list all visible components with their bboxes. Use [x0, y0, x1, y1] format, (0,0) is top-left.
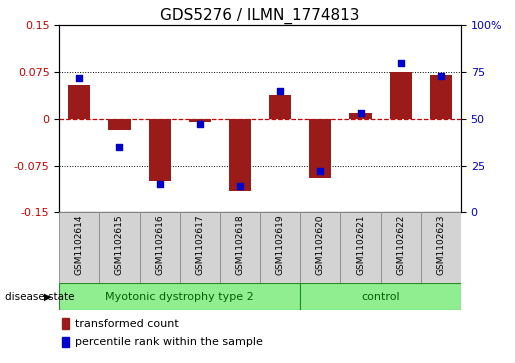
Bar [149, 119, 170, 181]
Text: GSM1102621: GSM1102621 [356, 215, 365, 275]
Bar [300, 212, 340, 283]
Text: Myotonic dystrophy type 2: Myotonic dystrophy type 2 [106, 292, 254, 302]
Point [115, 144, 124, 150]
Text: GSM1102618: GSM1102618 [235, 215, 245, 275]
Bar [300, 283, 461, 310]
Bar [340, 212, 381, 283]
Text: transformed count: transformed count [75, 319, 178, 329]
Bar [381, 212, 421, 283]
Point [437, 73, 445, 79]
Text: GSM1102614: GSM1102614 [75, 215, 84, 275]
Bar [390, 72, 411, 119]
Bar [421, 212, 461, 283]
Point [236, 183, 244, 189]
Bar [220, 212, 260, 283]
Text: ▶: ▶ [44, 292, 52, 302]
Bar [350, 113, 371, 119]
Bar [260, 212, 300, 283]
Point [397, 60, 405, 66]
Bar [68, 85, 90, 119]
Text: GSM1102622: GSM1102622 [396, 215, 405, 275]
Bar [99, 212, 140, 283]
Point [156, 182, 164, 187]
Point [356, 110, 365, 116]
Text: GSM1102616: GSM1102616 [155, 215, 164, 275]
Point [75, 75, 83, 81]
Text: percentile rank within the sample: percentile rank within the sample [75, 337, 263, 347]
Point [276, 88, 284, 94]
Point [196, 122, 204, 127]
Bar [229, 119, 251, 191]
Title: GDS5276 / ILMN_1774813: GDS5276 / ILMN_1774813 [160, 8, 360, 24]
Bar [189, 119, 211, 122]
Text: GSM1102615: GSM1102615 [115, 215, 124, 275]
Bar [430, 75, 452, 119]
Text: disease state: disease state [5, 292, 75, 302]
Bar [269, 95, 291, 119]
Bar [140, 212, 180, 283]
Bar [109, 119, 130, 130]
Bar [310, 119, 331, 178]
Text: GSM1102617: GSM1102617 [195, 215, 204, 275]
Text: GSM1102620: GSM1102620 [316, 215, 325, 275]
Text: GSM1102619: GSM1102619 [276, 215, 285, 275]
Text: GSM1102623: GSM1102623 [436, 215, 445, 275]
Bar [180, 212, 220, 283]
Bar [62, 318, 69, 329]
Bar [62, 337, 69, 347]
Text: control: control [362, 292, 400, 302]
Bar [59, 283, 300, 310]
Bar [59, 212, 99, 283]
Point [316, 168, 324, 174]
